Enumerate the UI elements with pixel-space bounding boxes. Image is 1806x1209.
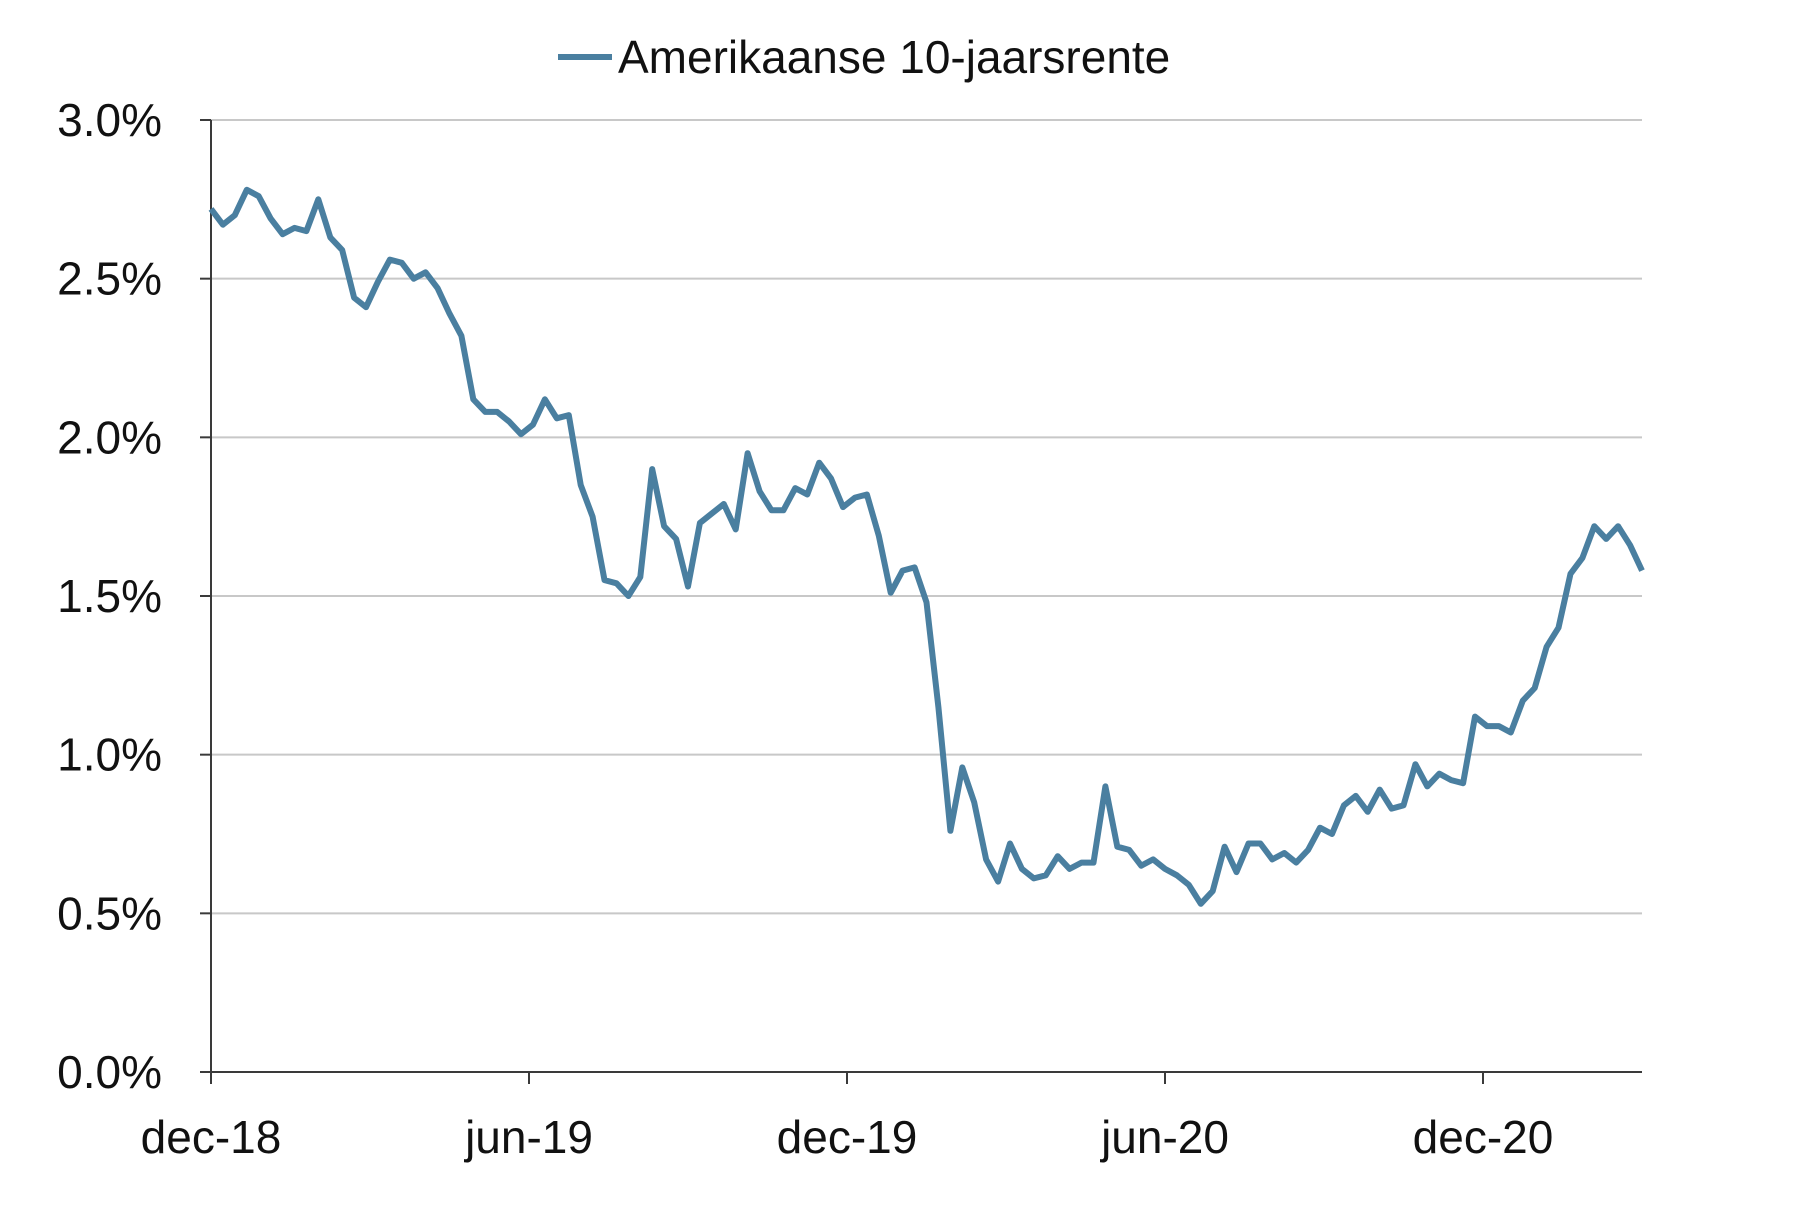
- y-tick-label: 1.5%: [57, 570, 162, 622]
- x-tick-label: jun-20: [1099, 1111, 1229, 1163]
- series-line: [208, 186, 1645, 907]
- y-tick-label: 0.0%: [57, 1046, 162, 1098]
- x-tick-label: jun-19: [463, 1111, 593, 1163]
- x-tick-label: dec-18: [141, 1111, 282, 1163]
- x-tick-label: dec-19: [777, 1111, 918, 1163]
- gridlines: [211, 119, 1642, 915]
- legend-label: Amerikaanse 10-jaarsrente: [618, 31, 1170, 83]
- y-axis-tick-labels: 0.0% 0.5% 1.0% 1.5% 2.0% 2.5% 3.0%: [57, 94, 162, 1098]
- x-axis-tick-labels: dec-18 jun-19 dec-19 jun-20 dec-20: [141, 1111, 1554, 1163]
- axes: [200, 119, 1642, 1084]
- series-layer: [208, 186, 1645, 907]
- y-tick-label: 2.0%: [57, 411, 162, 463]
- y-tick-label: 2.5%: [57, 253, 162, 305]
- y-tick-label: 1.0%: [57, 729, 162, 781]
- y-tick-label: 0.5%: [57, 887, 162, 939]
- legend: Amerikaanse 10-jaarsrente: [558, 31, 1170, 83]
- x-tick-label: dec-20: [1413, 1111, 1554, 1163]
- y-tick-label: 3.0%: [57, 94, 162, 146]
